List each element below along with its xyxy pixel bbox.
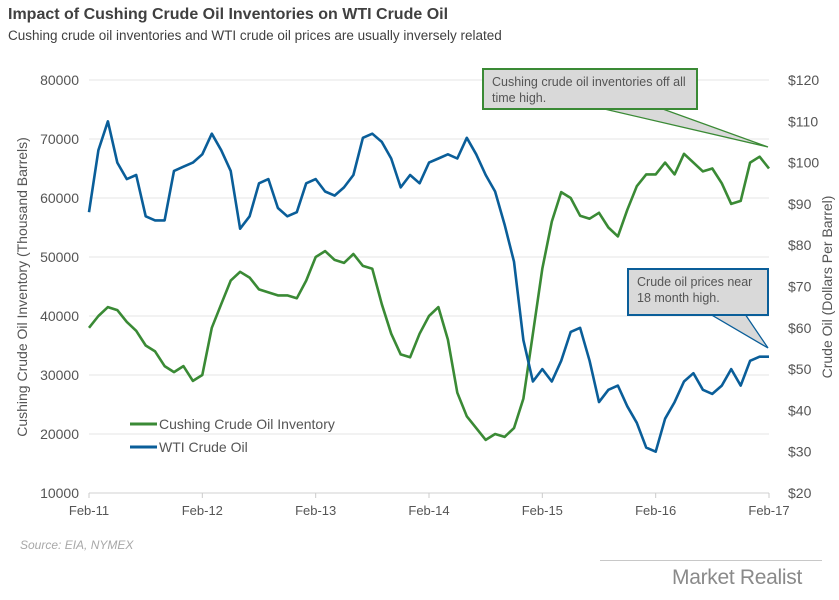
right-axis-ticks: $20 $30 $40 $50 $60 $70 $80 $90 $100 $110 $120 bbox=[788, 72, 819, 501]
footer-divider bbox=[600, 560, 822, 561]
right-axis-label: Crude Oil (Dollars Per Barrel) bbox=[819, 196, 835, 379]
x-tick-label: Feb-17 bbox=[748, 503, 789, 518]
series-line-wti bbox=[87, 120, 769, 454]
right-tick-label: $20 bbox=[788, 485, 812, 501]
market-realist-logo: Market Realist bbox=[672, 566, 803, 589]
x-tick-label: Feb-15 bbox=[522, 503, 563, 518]
right-tick-label: $70 bbox=[788, 279, 812, 295]
legend-label-wti: WTI Crude Oil bbox=[159, 439, 248, 455]
x-axis-ticks: Feb-11 Feb-12 Feb-13 Feb-14 Feb-15 Feb-16 Feb-… bbox=[69, 493, 790, 518]
right-tick-label: $80 bbox=[788, 237, 812, 253]
left-tick-label: 80000 bbox=[40, 72, 79, 88]
left-tick-label: 50000 bbox=[40, 249, 79, 265]
left-tick-label: 40000 bbox=[40, 308, 79, 324]
left-axis-label: Cushing Crude Oil Inventory (Thousand Ba… bbox=[14, 137, 30, 437]
legend: Cushing Crude Oil Inventory WTI Crude Oi… bbox=[130, 416, 335, 455]
x-tick-label: Feb-14 bbox=[408, 503, 449, 518]
right-tick-label: $90 bbox=[788, 196, 812, 212]
x-tick-label: Feb-11 bbox=[69, 503, 109, 518]
right-tick-label: $60 bbox=[788, 320, 812, 336]
annotation-price: Crude oil prices near 18 month high. bbox=[627, 268, 769, 316]
left-tick-label: 30000 bbox=[40, 367, 79, 383]
callout-pointer-price bbox=[707, 313, 769, 349]
x-tick-label: Feb-12 bbox=[182, 503, 223, 518]
right-tick-label: $30 bbox=[788, 444, 812, 460]
right-tick-label: $40 bbox=[788, 402, 812, 418]
x-tick-label: Feb-13 bbox=[295, 503, 336, 518]
legend-label-inventory: Cushing Crude Oil Inventory bbox=[159, 416, 335, 432]
right-tick-label: $100 bbox=[788, 155, 819, 171]
right-tick-label: $50 bbox=[788, 361, 812, 377]
left-tick-label: 70000 bbox=[40, 131, 79, 147]
left-axis-ticks: 10000 20000 30000 40000 50000 60000 70000 80000 bbox=[40, 72, 79, 501]
right-tick-label: $110 bbox=[788, 113, 818, 129]
series-lines bbox=[87, 120, 771, 454]
callout-pointer-inventory bbox=[599, 107, 769, 148]
left-tick-label: 10000 bbox=[40, 485, 79, 501]
chart-subtitle: Cushing crude oil inventories and WTI cr… bbox=[8, 28, 502, 43]
series-line-inventory bbox=[87, 152, 771, 442]
source-note: Source: EIA, NYMEX bbox=[20, 538, 134, 552]
chart-title: Impact of Cushing Crude Oil Inventories … bbox=[8, 6, 449, 23]
left-tick-label: 60000 bbox=[40, 190, 79, 206]
annotation-inventory: Cushing crude oil inventories off all ti… bbox=[482, 68, 698, 110]
left-tick-label: 20000 bbox=[40, 426, 79, 442]
x-tick-label: Feb-16 bbox=[635, 503, 676, 518]
right-tick-label: $120 bbox=[788, 72, 819, 88]
